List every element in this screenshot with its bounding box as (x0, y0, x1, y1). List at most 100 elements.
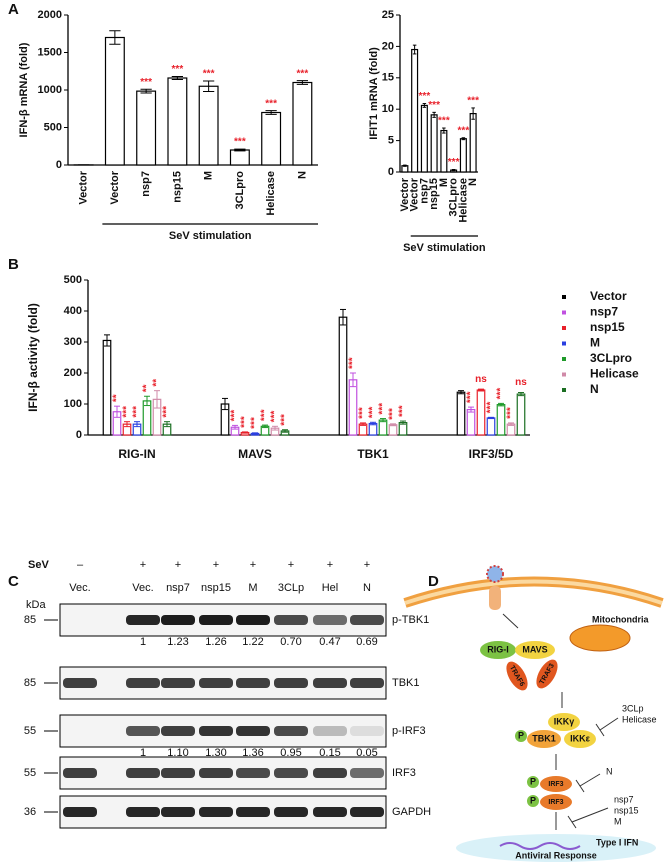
blot-band (199, 726, 233, 736)
y-tick-label: 10 (382, 103, 394, 115)
bar (136, 90, 157, 166)
significance-label: *** (466, 391, 477, 403)
blot-band (313, 678, 347, 688)
blot-band (161, 768, 195, 778)
blot-band (236, 726, 270, 736)
diagram-label: P (530, 776, 536, 786)
nucleus (456, 834, 656, 862)
bar (261, 111, 282, 166)
diagram-label: IRF3 (548, 781, 563, 788)
significance-label: ** (152, 379, 163, 387)
legend-marker (562, 372, 566, 377)
significance-label: *** (348, 357, 359, 369)
diagram-label: nsp15 (614, 805, 639, 815)
blot-band (236, 768, 270, 778)
diagram-label: RIG-I (487, 644, 509, 654)
significance-label: *** (265, 98, 277, 109)
significance-label: *** (496, 388, 507, 400)
blot-band (199, 768, 233, 778)
lane-label: M (248, 582, 257, 594)
significance-label: *** (234, 137, 246, 148)
irf3-shape (540, 794, 572, 810)
x-tick-label: MAVS (238, 447, 272, 461)
bar (378, 419, 388, 436)
bar (388, 424, 398, 436)
marker-label: 85 (24, 614, 36, 626)
ikkg-shape (548, 713, 580, 731)
blot-band (199, 678, 233, 688)
blot-band (161, 615, 195, 625)
virus (486, 565, 504, 583)
y-tick-label: 20 (382, 40, 394, 52)
tbk1-shape (527, 730, 561, 748)
y-tick-label: 1500 (38, 46, 62, 58)
diagram-label: IKKε (570, 733, 590, 743)
diagram-label: P (530, 795, 536, 805)
sev-sign: + (250, 559, 256, 571)
legend-marker (562, 326, 566, 330)
blot-band (313, 807, 347, 817)
lane-label: N (363, 582, 371, 594)
x-tick-label: nsp15 (171, 171, 183, 203)
bar (411, 48, 419, 173)
significance-label: *** (162, 406, 173, 418)
bar (167, 77, 188, 166)
y-axis-label: IFN-β activity (fold) (26, 303, 40, 412)
y-tick-label: 0 (76, 429, 82, 441)
significance-label: *** (378, 403, 389, 415)
sev-sign: + (213, 559, 219, 571)
pathway-diagram: Mitochondria RIG-I MAVS TRAF6 TRAF3 IKKγ… (403, 565, 664, 862)
y-tick-label: 500 (64, 274, 82, 286)
legend-marker (562, 295, 566, 299)
x-tick-label: M (203, 171, 215, 180)
panel-label: C (8, 573, 19, 590)
y-tick-label: 15 (382, 72, 394, 84)
bar (104, 36, 125, 166)
diagram-label: 3CLp (622, 703, 644, 713)
bar (496, 404, 506, 436)
legend-label: N (590, 382, 599, 396)
significance-label: *** (388, 408, 399, 420)
traf6-shape (506, 661, 528, 691)
sev-sign: + (175, 559, 181, 571)
sev-sign: + (288, 559, 294, 571)
diagram-label: Helicase (622, 714, 657, 724)
blot-band (126, 768, 160, 778)
significance-label: ** (142, 384, 153, 392)
band-name: TBK1 (392, 677, 420, 689)
sev-label: SeV (28, 559, 49, 571)
membrane (404, 579, 663, 605)
x-tick-label: 3CLpro (234, 171, 246, 210)
lane-label: Hel (322, 582, 339, 594)
blot-band (313, 768, 347, 778)
diagram-label: MAVS (522, 644, 547, 654)
significance-label: *** (428, 100, 440, 111)
bar (476, 389, 486, 436)
blot-band (161, 726, 195, 736)
quant-label: 0.05 (356, 747, 377, 759)
significance-label: *** (240, 416, 251, 428)
y-tick-label: 0 (56, 159, 62, 171)
significance-label: *** (140, 77, 152, 88)
blot-band (63, 807, 97, 817)
blot-band (350, 768, 384, 778)
x-tick-label: Helicase (265, 171, 277, 216)
x-tick-label: N (296, 171, 308, 179)
bar (516, 393, 526, 436)
significance-label: *** (448, 157, 460, 168)
mitochondria-shape (569, 624, 631, 652)
phospho (527, 795, 539, 807)
diagram-label: Type I IFN (596, 837, 638, 847)
diagram-label: M (614, 816, 622, 826)
significance-label: *** (230, 410, 241, 422)
bar (430, 114, 438, 173)
band-name: GAPDH (392, 806, 431, 818)
legend-label: Vector (590, 289, 627, 303)
blot-band (274, 678, 308, 688)
x-tick-label: M (438, 178, 450, 187)
blot-band (236, 678, 270, 688)
quant-label: 0.69 (356, 636, 377, 648)
inhibition (567, 815, 577, 829)
significance-label: *** (250, 417, 261, 429)
